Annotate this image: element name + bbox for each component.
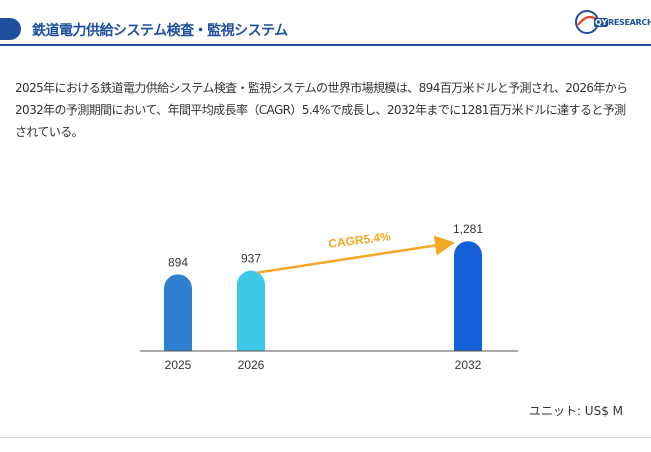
x-tick-2026: 2026: [238, 358, 265, 372]
page-title: 鉄道電力供給システム検査・監視システム: [32, 23, 288, 39]
logo-text: QYRESEARCH: [594, 18, 651, 27]
company-logo: QYRESEARCH: [568, 5, 651, 41]
market-description: 2025年における鉄道電力供給システム検査・監視システムの世界市場規模は、894…: [15, 81, 628, 139]
cagr-label: CAGR5.4%: [328, 229, 392, 251]
bar-2026: [237, 270, 265, 351]
value-label-2032: 1,281: [453, 222, 483, 236]
x-tick-2032: 2032: [455, 358, 482, 372]
header-divider: [0, 44, 651, 46]
footer-divider: [0, 437, 651, 438]
bar-2025: [164, 274, 192, 351]
logo-brand-rest: RESEARCH: [608, 18, 651, 27]
header: 鉄道電力供給システム検査・監視システム QYRESEARCH: [0, 0, 651, 46]
unit-label: ユニット: US$ M: [528, 404, 623, 418]
value-label-2026: 937: [241, 252, 261, 266]
value-labels: 894 937 1,281: [168, 222, 483, 269]
header-accent-bar: [0, 18, 21, 40]
x-tick-2025: 2025: [165, 358, 192, 372]
logo-brand: QY: [594, 18, 608, 27]
cagr-arrow: [256, 235, 455, 274]
bars-layer: [164, 241, 482, 351]
value-label-2025: 894: [168, 255, 188, 269]
market-size-chart: 2025 2026 2032 894 937 1,281 CAGR5.4%: [140, 222, 518, 372]
x-tick-labels: 2025 2026 2032: [165, 358, 482, 372]
bar-2032: [454, 241, 482, 351]
